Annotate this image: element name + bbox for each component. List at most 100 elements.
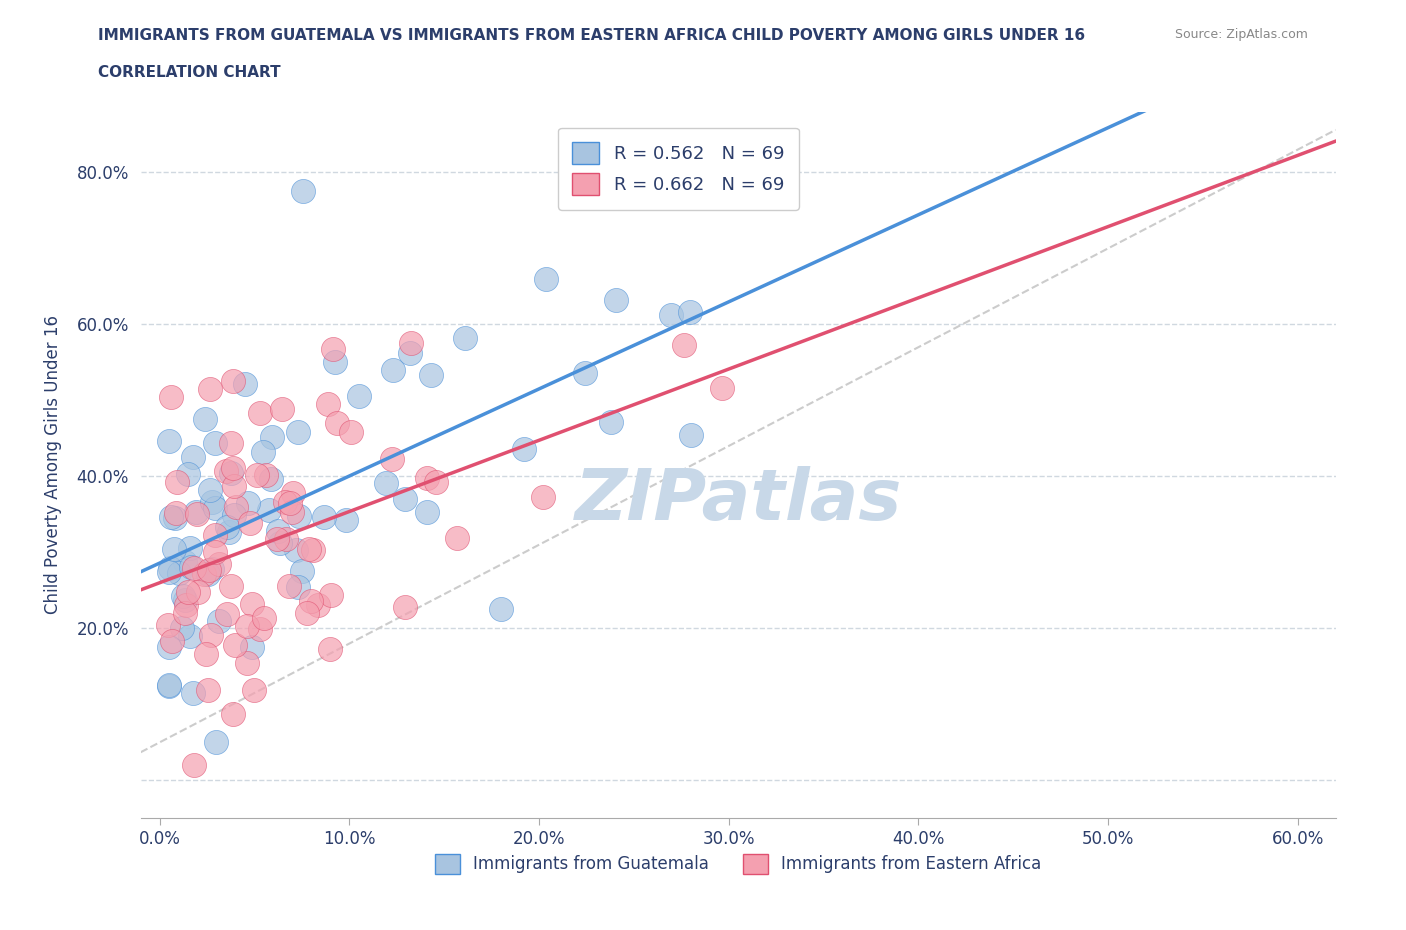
Point bbox=[197, 566, 219, 581]
Point bbox=[187, 584, 209, 599]
Text: Source: ZipAtlas.com: Source: ZipAtlas.com bbox=[1174, 28, 1308, 41]
Point bbox=[283, 485, 305, 500]
Point bbox=[193, 566, 215, 581]
Legend: Immigrants from Guatemala, Immigrants from Eastern Africa: Immigrants from Guatemala, Immigrants fr… bbox=[429, 847, 1047, 881]
Point bbox=[194, 412, 217, 427]
Point bbox=[243, 682, 266, 697]
Point bbox=[157, 678, 180, 693]
Point bbox=[262, 430, 284, 445]
Point bbox=[446, 530, 468, 545]
Point bbox=[659, 307, 682, 322]
Point bbox=[319, 642, 342, 657]
Point bbox=[201, 495, 224, 510]
Point bbox=[287, 579, 309, 594]
Point bbox=[184, 504, 207, 519]
Point bbox=[322, 341, 344, 356]
Point bbox=[166, 474, 188, 489]
Point bbox=[197, 682, 219, 697]
Point bbox=[399, 336, 422, 351]
Point bbox=[681, 428, 703, 443]
Point bbox=[240, 640, 263, 655]
Point bbox=[160, 390, 183, 405]
Point bbox=[157, 433, 180, 448]
Point bbox=[225, 500, 247, 515]
Point bbox=[711, 380, 734, 395]
Point bbox=[267, 524, 290, 538]
Point bbox=[200, 382, 222, 397]
Point bbox=[318, 397, 340, 412]
Point bbox=[531, 490, 554, 505]
Point bbox=[162, 634, 184, 649]
Point bbox=[219, 578, 242, 593]
Point bbox=[219, 465, 242, 480]
Y-axis label: Child Poverty Among Girls Under 16: Child Poverty Among Girls Under 16 bbox=[45, 315, 62, 615]
Point bbox=[165, 506, 187, 521]
Point bbox=[159, 561, 181, 576]
Point bbox=[162, 541, 184, 556]
Point bbox=[222, 706, 245, 721]
Point bbox=[673, 338, 696, 352]
Point bbox=[513, 442, 536, 457]
Point bbox=[252, 445, 274, 459]
Point bbox=[186, 507, 208, 522]
Point bbox=[172, 620, 194, 635]
Point bbox=[236, 496, 259, 511]
Point bbox=[235, 377, 257, 392]
Point bbox=[200, 628, 222, 643]
Point bbox=[181, 685, 204, 700]
Point bbox=[254, 468, 277, 483]
Point bbox=[381, 452, 404, 467]
Point bbox=[678, 305, 700, 320]
Point bbox=[399, 345, 422, 360]
Point bbox=[172, 589, 194, 604]
Point bbox=[574, 365, 596, 380]
Point bbox=[269, 536, 291, 551]
Point bbox=[454, 330, 477, 345]
Point bbox=[287, 424, 309, 439]
Point bbox=[249, 405, 271, 420]
Point bbox=[169, 565, 191, 580]
Point bbox=[174, 554, 197, 569]
Point bbox=[219, 436, 242, 451]
Point bbox=[326, 415, 349, 430]
Text: CORRELATION CHART: CORRELATION CHART bbox=[98, 65, 281, 80]
Point bbox=[204, 435, 226, 450]
Point bbox=[179, 540, 201, 555]
Point bbox=[375, 475, 398, 490]
Point bbox=[271, 402, 294, 417]
Point bbox=[314, 510, 336, 525]
Point bbox=[224, 479, 246, 494]
Point bbox=[536, 272, 558, 286]
Point bbox=[599, 415, 621, 430]
Point bbox=[278, 496, 301, 511]
Point bbox=[198, 563, 221, 578]
Point bbox=[204, 544, 226, 559]
Point bbox=[198, 483, 221, 498]
Point bbox=[274, 532, 297, 547]
Point bbox=[381, 363, 404, 378]
Point bbox=[278, 578, 301, 593]
Point bbox=[299, 593, 322, 608]
Point bbox=[208, 613, 231, 628]
Point bbox=[183, 561, 205, 576]
Point bbox=[292, 183, 315, 198]
Point bbox=[349, 389, 371, 404]
Point bbox=[222, 461, 245, 476]
Point bbox=[288, 509, 311, 524]
Point bbox=[425, 474, 447, 489]
Point bbox=[208, 556, 231, 571]
Point bbox=[224, 637, 246, 652]
Point bbox=[298, 541, 321, 556]
Point bbox=[340, 425, 363, 440]
Point bbox=[215, 463, 238, 478]
Point bbox=[266, 532, 288, 547]
Point bbox=[160, 510, 183, 525]
Point bbox=[491, 601, 513, 616]
Point bbox=[224, 508, 246, 523]
Point bbox=[179, 628, 201, 643]
Text: IMMIGRANTS FROM GUATEMALA VS IMMIGRANTS FROM EASTERN AFRICA CHILD POVERTY AMONG : IMMIGRANTS FROM GUATEMALA VS IMMIGRANTS … bbox=[98, 28, 1085, 43]
Point bbox=[236, 618, 259, 633]
Point bbox=[394, 600, 416, 615]
Point bbox=[335, 512, 357, 527]
Point bbox=[157, 639, 180, 654]
